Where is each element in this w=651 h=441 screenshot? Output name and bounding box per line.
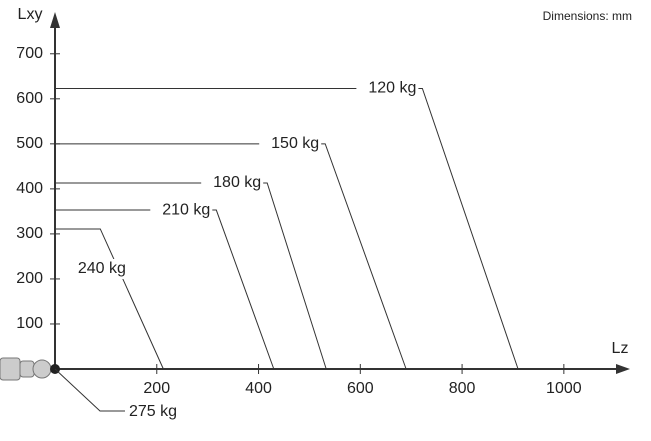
label-background <box>150 200 213 221</box>
y-tick-label: 100 <box>16 315 43 332</box>
x-tick-label: 400 <box>245 380 272 397</box>
series-label: 180 kg <box>213 174 261 191</box>
load-line <box>55 87 519 370</box>
series-label: 150 kg <box>271 135 319 152</box>
load-line <box>55 209 275 370</box>
load-line <box>55 143 407 370</box>
y-tick-label: 600 <box>16 90 43 107</box>
label-background <box>201 173 264 194</box>
y-tick-label: 700 <box>16 45 43 62</box>
x-tick-label: 800 <box>449 380 476 397</box>
x-tick-label: 1000 <box>546 380 582 397</box>
series-label: 120 kg <box>368 80 416 97</box>
x-axis-arrow <box>616 364 630 374</box>
series-label: 275 kg <box>129 403 177 420</box>
y-tick-label: 200 <box>16 270 43 287</box>
x-axis-label: Lz <box>612 340 629 357</box>
y-tick-label: 400 <box>16 180 43 197</box>
label-background <box>259 133 322 154</box>
y-tick-label: 300 <box>16 225 43 242</box>
y-tick-label: 500 <box>16 135 43 152</box>
robot-icon <box>0 357 52 381</box>
dimensions-note: Dimensions: mm <box>543 9 632 23</box>
label-background <box>356 78 419 99</box>
y-axis-arrow <box>50 12 60 28</box>
leader-line <box>54 368 125 412</box>
label-background <box>70 258 133 279</box>
series-label: 210 kg <box>162 201 210 218</box>
x-tick-label: 600 <box>347 380 374 397</box>
load-line <box>55 182 327 370</box>
load-line <box>55 228 164 370</box>
y-axis-label: Lxy <box>18 6 43 23</box>
x-tick-label: 200 <box>143 380 170 397</box>
series-label: 240 kg <box>78 260 126 277</box>
